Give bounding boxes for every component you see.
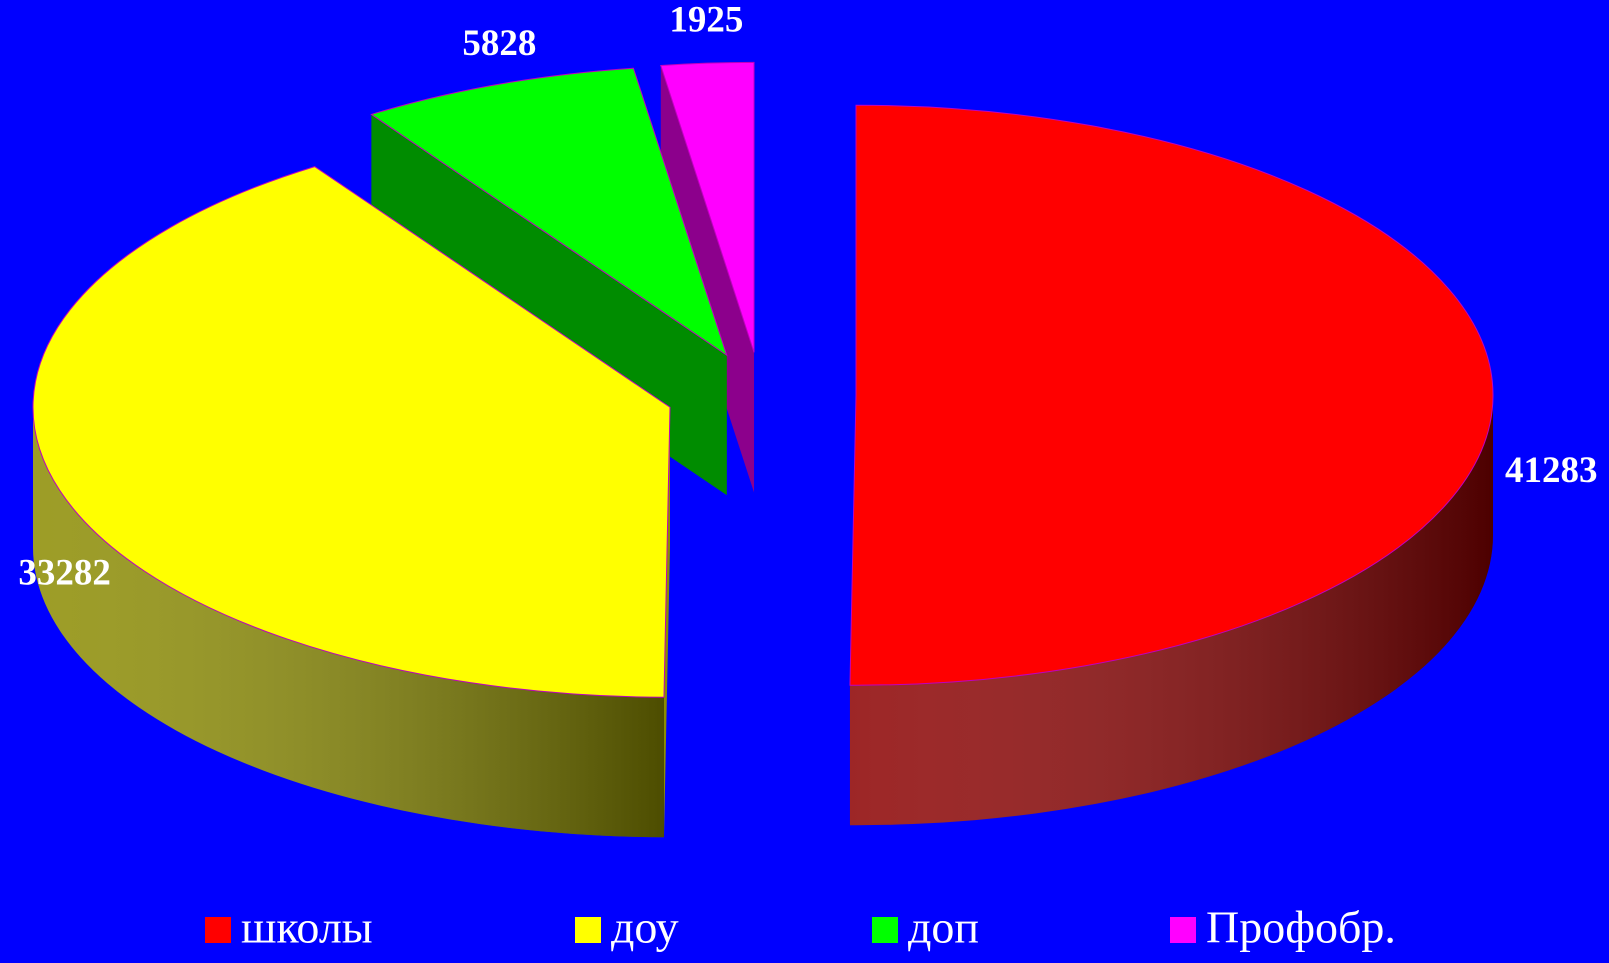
legend-swatch — [872, 917, 898, 943]
legend-label: школы — [241, 902, 373, 953]
slice — [660, 61, 755, 353]
legend-label: Профобр. — [1206, 902, 1396, 953]
legend-swatch — [205, 917, 231, 943]
legend: школы доу доп Профобр. — [205, 902, 1396, 953]
slice-side — [660, 65, 755, 493]
pie: 41283 33282 5828 1925 — [18, 0, 1598, 838]
value-label: 33282 — [18, 553, 111, 594]
slice — [32, 166, 671, 698]
slice-side-shade — [849, 395, 1493, 826]
value-label: 5828 — [462, 23, 536, 64]
legend-swatch — [575, 917, 601, 943]
slice — [849, 104, 1494, 686]
slice — [370, 67, 728, 357]
slice-side-shade — [32, 407, 664, 838]
value-label: 41283 — [1505, 450, 1598, 491]
legend-label: доу — [611, 902, 679, 953]
legend-swatch — [1170, 917, 1196, 943]
legend-label: доп — [908, 902, 979, 953]
value-label: 1925 — [669, 0, 743, 41]
